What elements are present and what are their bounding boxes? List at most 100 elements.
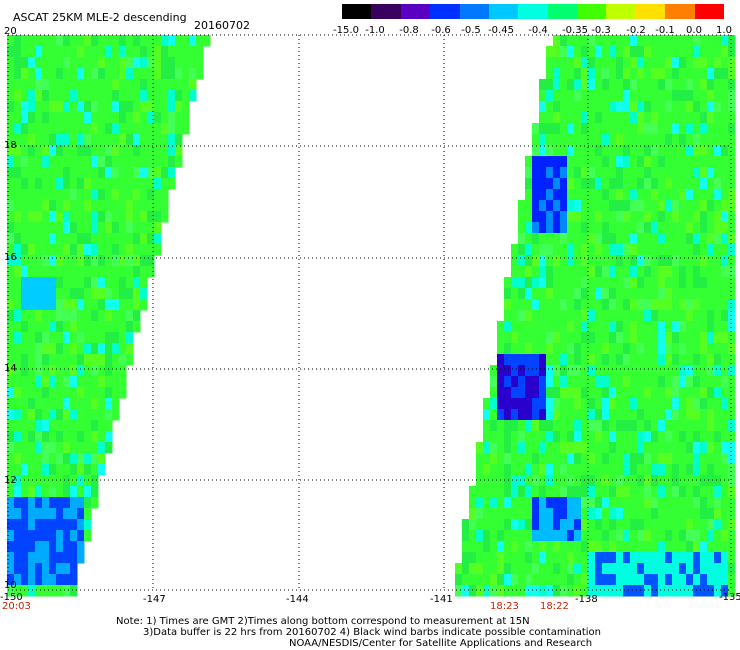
data-cell bbox=[154, 233, 162, 245]
data-cell bbox=[693, 585, 701, 597]
data-cell bbox=[693, 497, 701, 509]
data-cell bbox=[35, 442, 43, 454]
data-cell bbox=[49, 420, 57, 432]
data-cell bbox=[42, 464, 50, 476]
colorbar-swatch bbox=[400, 4, 431, 19]
data-cell bbox=[679, 442, 687, 454]
data-cell bbox=[126, 277, 134, 289]
data-cell bbox=[42, 123, 50, 135]
colorbar-swatch bbox=[518, 4, 549, 19]
data-cell bbox=[609, 541, 617, 553]
data-cell bbox=[588, 233, 596, 245]
data-cell bbox=[126, 222, 134, 234]
data-cell bbox=[644, 530, 652, 542]
data-cell bbox=[567, 101, 575, 113]
data-cell bbox=[21, 68, 29, 80]
data-cell bbox=[539, 519, 547, 531]
data-cell bbox=[707, 574, 715, 586]
data-cell bbox=[686, 541, 694, 553]
data-cell bbox=[56, 156, 64, 168]
data-cell bbox=[63, 222, 71, 234]
data-cell bbox=[686, 387, 694, 399]
data-cell bbox=[84, 332, 92, 344]
data-cell bbox=[539, 112, 547, 124]
data-cell bbox=[42, 90, 50, 102]
data-cell bbox=[588, 189, 596, 201]
data-cell bbox=[581, 233, 589, 245]
data-cell bbox=[672, 35, 680, 47]
data-cell bbox=[602, 486, 610, 498]
data-cell bbox=[644, 541, 652, 553]
data-cell bbox=[560, 211, 568, 223]
data-cell bbox=[574, 497, 582, 509]
data-cell bbox=[98, 453, 106, 465]
data-cell bbox=[658, 145, 666, 157]
data-cell bbox=[588, 288, 596, 300]
data-cell bbox=[35, 46, 43, 58]
data-cell bbox=[700, 123, 708, 135]
data-cell bbox=[630, 189, 638, 201]
data-cell bbox=[637, 68, 645, 80]
data-cell bbox=[42, 112, 50, 124]
data-cell bbox=[609, 167, 617, 179]
data-cell bbox=[77, 46, 85, 58]
data-cell bbox=[532, 541, 540, 553]
data-cell bbox=[105, 244, 113, 256]
data-cell bbox=[651, 178, 659, 190]
data-cell bbox=[483, 431, 491, 443]
data-cell bbox=[98, 420, 106, 432]
data-cell bbox=[630, 453, 638, 465]
data-cell bbox=[21, 288, 29, 300]
data-cell bbox=[91, 79, 99, 91]
data-cell bbox=[651, 486, 659, 498]
data-cell bbox=[14, 200, 22, 212]
data-cell bbox=[539, 387, 547, 399]
data-cell bbox=[490, 453, 498, 465]
data-cell bbox=[588, 442, 596, 454]
colorbar-label: -0.35 bbox=[562, 25, 588, 36]
data-cell bbox=[546, 530, 554, 542]
data-cell bbox=[560, 101, 568, 113]
data-cell bbox=[581, 222, 589, 234]
data-cell bbox=[56, 167, 64, 179]
data-cell bbox=[140, 233, 148, 245]
data-cell bbox=[560, 167, 568, 179]
data-cell bbox=[21, 585, 29, 597]
data-cell bbox=[63, 475, 71, 487]
lat-tick-10: 10 bbox=[4, 580, 17, 591]
data-cell bbox=[147, 156, 155, 168]
data-cell bbox=[672, 530, 680, 542]
data-cell bbox=[560, 563, 568, 575]
data-cell bbox=[560, 299, 568, 311]
data-cell bbox=[630, 288, 638, 300]
data-cell bbox=[567, 244, 575, 256]
data-cell bbox=[42, 475, 50, 487]
data-cell bbox=[630, 365, 638, 377]
data-cell bbox=[546, 486, 554, 498]
data-cell bbox=[497, 431, 505, 443]
data-cell bbox=[679, 189, 687, 201]
data-cell bbox=[693, 365, 701, 377]
data-cell bbox=[546, 299, 554, 311]
data-cell bbox=[560, 354, 568, 366]
data-cell bbox=[679, 112, 687, 124]
data-cell bbox=[623, 288, 631, 300]
data-cell bbox=[560, 35, 568, 47]
data-cell bbox=[623, 420, 631, 432]
data-cell bbox=[91, 112, 99, 124]
data-cell bbox=[112, 112, 120, 124]
data-cell bbox=[147, 145, 155, 157]
data-cell bbox=[28, 398, 36, 410]
data-cell bbox=[147, 79, 155, 91]
data-cell bbox=[665, 90, 673, 102]
data-cell bbox=[35, 508, 43, 520]
data-cell bbox=[714, 189, 722, 201]
data-cell bbox=[651, 519, 659, 531]
data-cell bbox=[56, 68, 64, 80]
data-cell bbox=[98, 343, 106, 355]
data-cell bbox=[7, 90, 15, 102]
data-cell bbox=[714, 530, 722, 542]
data-cell bbox=[651, 266, 659, 278]
data-cell bbox=[595, 288, 603, 300]
data-cell bbox=[504, 321, 512, 333]
